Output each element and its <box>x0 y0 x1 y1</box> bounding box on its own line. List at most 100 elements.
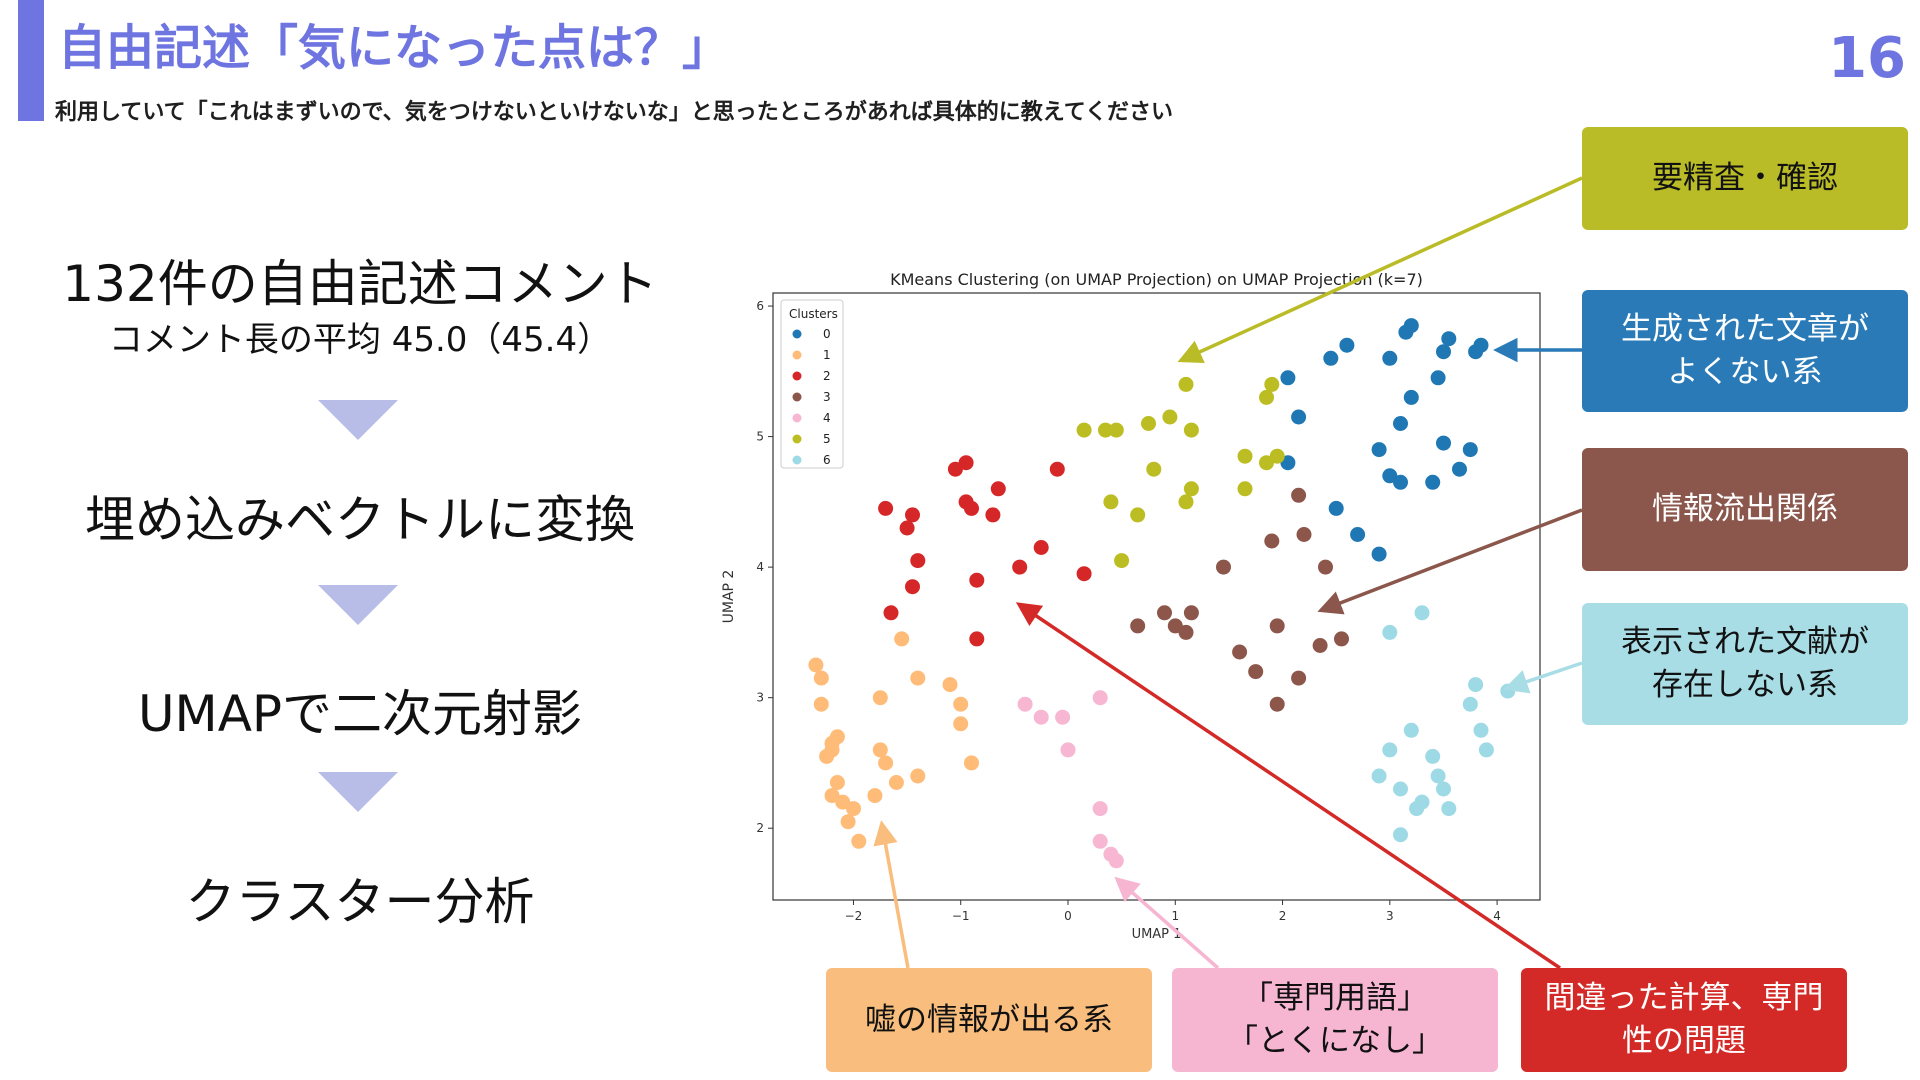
cluster-1-point <box>910 768 926 784</box>
cluster-1-point <box>846 801 861 817</box>
cluster-4-point <box>1092 801 1108 817</box>
legend-marker <box>792 434 802 444</box>
cluster-3-point <box>1178 624 1194 640</box>
y-tick-label: 2 <box>756 821 764 835</box>
callout-verify: 要精査・確認 <box>1582 127 1908 230</box>
cluster-5-point <box>1076 422 1092 438</box>
cluster-0-point <box>1371 546 1387 562</box>
cluster-0-point <box>1328 500 1344 516</box>
cluster-1-point <box>878 755 894 771</box>
arrow-info-leak <box>1317 508 1583 615</box>
cluster-0-point <box>1393 474 1408 490</box>
callout-info-leak: 情報流出関係 <box>1582 448 1908 571</box>
cluster-1-point <box>953 696 969 712</box>
cluster-2-point <box>969 572 985 588</box>
cluster-1-point <box>964 755 979 771</box>
cluster-6-point <box>1382 742 1398 758</box>
cluster-2-point <box>910 553 926 569</box>
cluster-1-point <box>867 788 883 804</box>
callout-bad-text-label: 生成された文章が よくない系 <box>1621 311 1869 390</box>
cluster-2-point <box>899 520 915 536</box>
cluster-4-point <box>1108 853 1124 869</box>
cluster-0-point <box>1425 474 1441 490</box>
cluster-4-point <box>1060 742 1076 758</box>
cluster-6-point <box>1393 827 1408 843</box>
cluster-5-point <box>1259 389 1274 405</box>
cluster-1-point <box>829 729 845 745</box>
cluster-2-point <box>985 507 1001 523</box>
cluster-1-point <box>813 696 829 712</box>
cluster-4-point <box>1017 696 1033 712</box>
cluster-5-point <box>1178 494 1194 510</box>
callout-false-info-label: 嘘の情報が出る系 <box>865 1001 1113 1038</box>
legend-marker <box>792 350 802 360</box>
cluster-3-point <box>1291 487 1307 503</box>
cluster-5-point <box>1269 448 1285 464</box>
cluster-5-point <box>1178 376 1194 392</box>
cluster-0-point <box>1382 350 1398 366</box>
cluster-3-point <box>1334 631 1349 647</box>
cluster-0-point <box>1393 416 1408 431</box>
cluster-1-point <box>851 833 867 849</box>
legend-label: 5 <box>823 432 831 446</box>
legend-marker <box>792 371 802 381</box>
cluster-1-point <box>872 690 888 706</box>
cluster-5-point <box>1098 422 1113 438</box>
flow-step-comments-stats: コメント長の平均 45.0（45.4） <box>108 320 612 360</box>
y-tick-label: 3 <box>756 691 764 705</box>
callout-calc-error: 間違った計算、専門 性の問題 <box>1521 968 1847 1072</box>
x-tick-label: 0 <box>1064 909 1072 923</box>
cluster-2-point <box>969 631 985 647</box>
legend-title: Clusters <box>789 307 838 321</box>
process-flow: 132件の自由記述コメント コメント長の平均 45.0（45.4） 埋め込みベク… <box>40 0 680 1080</box>
cluster-2-point <box>964 500 979 516</box>
cluster-1-point <box>835 794 851 810</box>
cluster-6-point <box>1478 742 1494 758</box>
arrow-false-info <box>873 820 910 969</box>
y-axis-label: UMAP 2 <box>721 570 737 624</box>
arrow-calc-error <box>1015 602 1561 970</box>
cluster-2-point <box>905 507 920 523</box>
down-arrow-icon <box>318 772 398 812</box>
cluster-6-point <box>1430 768 1446 784</box>
cluster-2-point <box>1049 461 1065 477</box>
callout-no-reference: 表示された文献が 存在しない系 <box>1582 603 1908 725</box>
cluster-3-point <box>1269 696 1285 712</box>
y-tick-label: 4 <box>756 560 764 574</box>
page-number: 16 <box>1828 26 1906 91</box>
cluster-0-point <box>1403 318 1419 334</box>
flow-step-embedding: 埋め込みベクトルに変換 <box>85 491 635 549</box>
y-tick-label: 6 <box>756 299 764 313</box>
cluster-6-point <box>1403 722 1419 738</box>
legend-marker <box>792 413 802 423</box>
legend-marker <box>792 329 802 339</box>
slide-subtitle: 利用していて「これはまずいので、気をつけないといけないな」と思ったところがあれば… <box>55 100 1174 125</box>
cluster-3-point <box>1157 605 1172 621</box>
cluster-1-point <box>894 631 910 647</box>
callout-bad-text: 生成された文章が よくない系 <box>1582 290 1908 412</box>
cluster-0-point <box>1280 370 1296 386</box>
arrow-jargon <box>1114 876 1220 970</box>
y-tick-label: 5 <box>756 430 764 444</box>
legend-label: 2 <box>823 369 831 383</box>
x-tick-label: −2 <box>845 909 863 923</box>
cluster-3-point <box>1264 533 1280 549</box>
arrow-no-reference <box>1503 661 1583 694</box>
cluster-5-point <box>1183 422 1199 438</box>
legend-label: 1 <box>823 348 831 362</box>
cluster-4-point <box>1055 709 1071 725</box>
cluster-0-point <box>1473 337 1489 353</box>
cluster-5-point <box>1114 553 1130 569</box>
cluster-3-point <box>1232 644 1248 660</box>
legend-marker <box>792 455 802 465</box>
chart-title: KMeans Clustering (on UMAP Projection) o… <box>890 270 1423 289</box>
cluster-6-point <box>1436 781 1451 797</box>
cluster-3-point <box>1183 605 1199 621</box>
title-accent-bar <box>18 0 44 121</box>
plot-frame <box>772 292 1541 901</box>
flow-step-clustering: クラスター分析 <box>185 873 535 931</box>
cluster-4-point <box>1092 690 1108 706</box>
down-arrow-icon <box>318 585 398 625</box>
cluster-6-point <box>1425 748 1441 764</box>
